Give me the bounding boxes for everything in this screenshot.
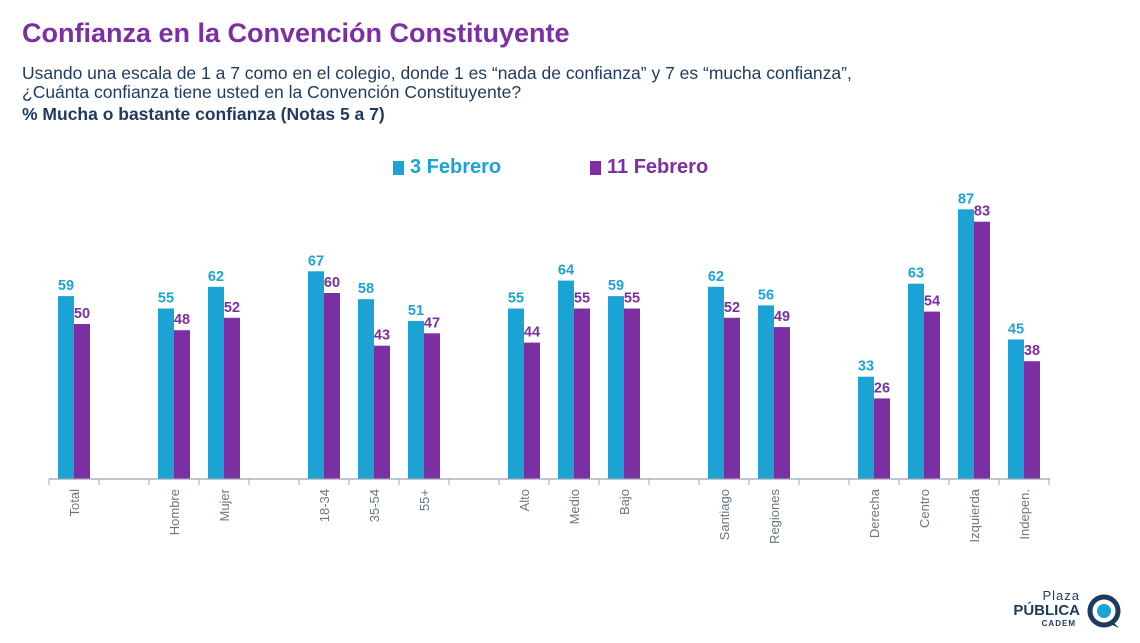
logo-text-cadem: CADEM <box>1041 619 1076 628</box>
bar-series-1 <box>758 305 774 479</box>
data-label: 50 <box>74 306 90 322</box>
data-label: 58 <box>358 281 374 297</box>
data-label: 54 <box>924 294 940 310</box>
bar-series-1 <box>958 209 974 480</box>
bar-series-2 <box>424 333 440 479</box>
legend-swatch <box>590 161 601 175</box>
data-label: 45 <box>1008 322 1024 338</box>
chart-measure-label: % Mucha o bastante confianza (Notas 5 a … <box>22 104 385 124</box>
bar-series-1 <box>708 286 724 479</box>
data-label: 49 <box>774 309 790 325</box>
tick-label: Santiago <box>717 489 732 540</box>
bar-series-2 <box>724 317 740 479</box>
bar-series-1 <box>608 296 624 479</box>
bar-series-2 <box>974 221 990 479</box>
chart-subtitle-line-2: ¿Cuánta confianza tiene usted en la Conv… <box>22 82 522 102</box>
chart-title: Confianza en la Convención Constituyente <box>22 18 570 48</box>
data-label: 26 <box>874 380 890 396</box>
legend-label: 11 Febrero <box>607 156 709 178</box>
legend-label: 3 Febrero <box>410 156 502 178</box>
tick-label: Medio <box>567 489 582 524</box>
data-label: 59 <box>608 278 624 294</box>
data-label: 52 <box>724 300 740 316</box>
data-label: 59 <box>58 278 74 294</box>
data-label: 52 <box>224 300 240 316</box>
bar-series-1 <box>308 271 324 479</box>
bar-series-2 <box>874 398 890 479</box>
bar-series-2 <box>774 327 790 479</box>
bar-series-1 <box>358 299 374 479</box>
data-label: 43 <box>374 328 390 344</box>
bar-series-1 <box>1008 339 1024 479</box>
tick-label: 18-34 <box>317 489 332 522</box>
data-label: 83 <box>974 204 990 220</box>
data-label: 55 <box>624 291 640 307</box>
tick-label: 35-54 <box>367 489 382 522</box>
bar-series-2 <box>74 324 90 479</box>
plaza-publica-cadem-logo: Plaza PÚBLICA CADEM <box>1010 588 1122 632</box>
tick-label: Izquierda <box>967 488 982 542</box>
bar-series-1 <box>58 296 74 479</box>
tick-label: Mujer <box>217 488 232 521</box>
bar-series-1 <box>508 308 524 479</box>
bar-series-2 <box>374 345 390 479</box>
logo-speech-bubble-icon <box>1087 594 1121 628</box>
data-label: 64 <box>558 263 574 279</box>
tick-label: Total <box>67 489 82 517</box>
data-label: 48 <box>174 312 190 328</box>
data-label: 87 <box>958 191 974 207</box>
tick-label: 55+ <box>417 489 432 511</box>
bar-series-2 <box>224 317 240 479</box>
data-label: 60 <box>324 275 340 291</box>
bar-series-1 <box>558 280 574 479</box>
data-label: 55 <box>158 291 174 307</box>
data-label: 56 <box>758 287 774 303</box>
bar-series-2 <box>324 293 340 479</box>
tick-label: Indepen. <box>1017 489 1032 540</box>
data-label: 47 <box>424 315 440 331</box>
tick-label: Centro <box>917 489 932 528</box>
bar-series-2 <box>924 311 940 479</box>
data-label: 63 <box>908 266 924 282</box>
bar-series-2 <box>524 342 540 479</box>
legend-swatch <box>393 161 404 175</box>
data-label: 55 <box>574 291 590 307</box>
bar-series-2 <box>624 308 640 479</box>
bar-series-1 <box>858 376 874 479</box>
tick-label: Bajo <box>617 489 632 515</box>
data-label: 51 <box>408 303 424 319</box>
bar-series-1 <box>908 283 924 479</box>
data-label: 33 <box>858 359 874 375</box>
tick-label: Regiones <box>767 489 782 544</box>
tick-label: Derecha <box>867 488 882 538</box>
data-label: 55 <box>508 291 524 307</box>
data-label: 62 <box>208 269 224 285</box>
logo-text-publica: PÚBLICA <box>1013 602 1080 619</box>
tick-label: Hombre <box>167 489 182 535</box>
data-label: 38 <box>1024 343 1040 359</box>
data-label: 67 <box>308 253 324 269</box>
bar-series-2 <box>574 308 590 479</box>
tick-label: Alto <box>517 489 532 511</box>
bar-series-1 <box>208 286 224 479</box>
bar-series-1 <box>408 320 424 479</box>
bar-series-2 <box>1024 361 1040 479</box>
bar-series-2 <box>174 330 190 479</box>
logo-text-plaza: Plaza <box>1042 588 1080 603</box>
chart-subtitle-line-1: Usando una escala de 1 a 7 como en el co… <box>22 63 852 83</box>
data-label: 62 <box>708 269 724 285</box>
bar-series-1 <box>158 308 174 479</box>
data-label: 44 <box>524 325 540 341</box>
